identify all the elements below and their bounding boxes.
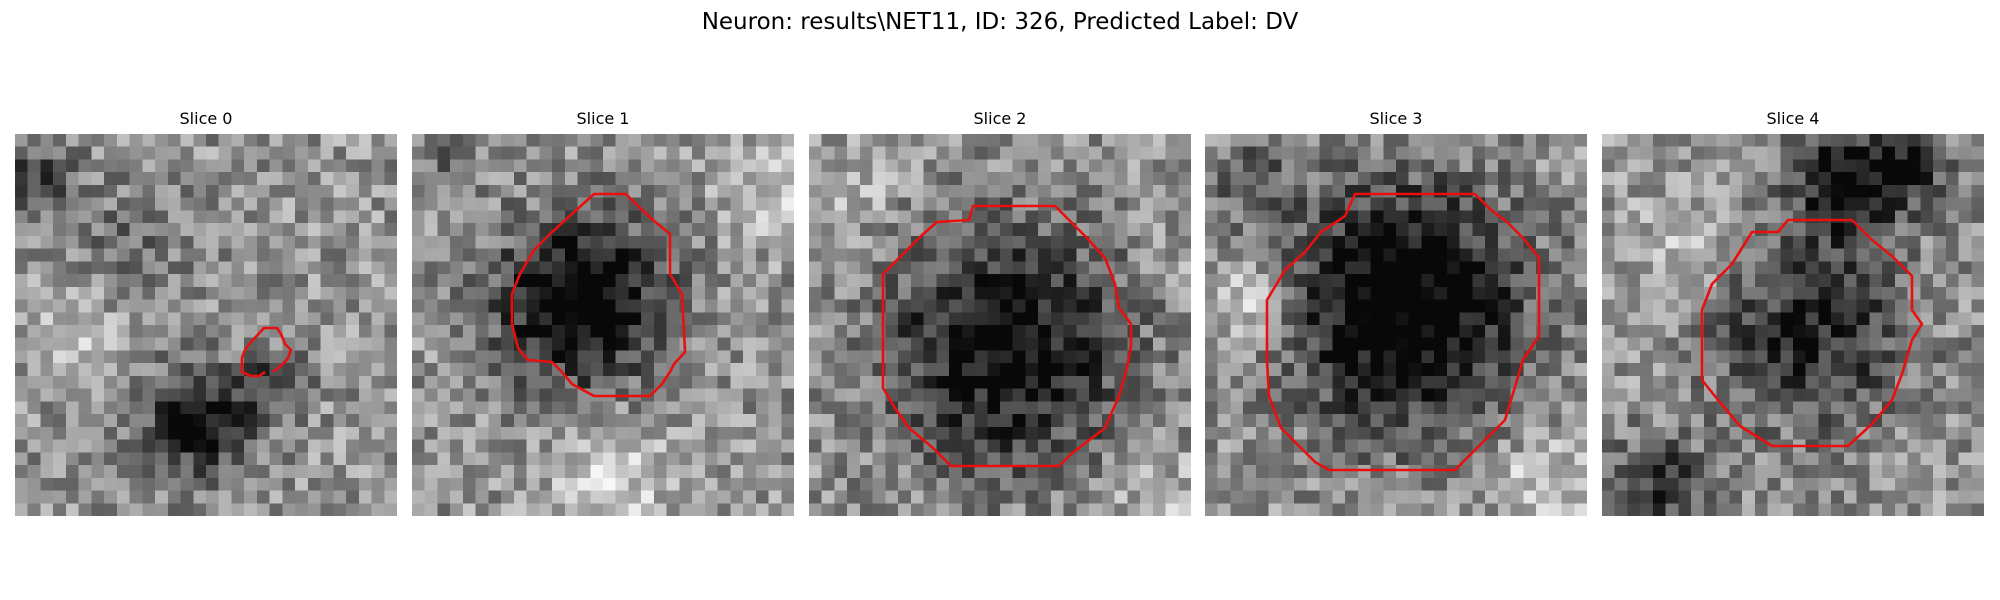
slice-panel: Slice 0 (15, 108, 397, 516)
slice-image (15, 134, 397, 516)
segmentation-contour (240, 326, 293, 378)
slice-overlay (1700, 218, 1924, 448)
slice-title: Slice 0 (179, 109, 233, 128)
figure-title: Neuron: results\NET11, ID: 326, Predicte… (701, 9, 1299, 35)
slice-title: Slice 4 (1766, 109, 1820, 128)
slice-title: Slice 3 (1369, 109, 1423, 128)
slice-overlay (240, 326, 293, 378)
slice-overlay (881, 204, 1133, 468)
slice-image (1205, 134, 1587, 516)
slice-image (809, 134, 1191, 516)
slice-title: Slice 2 (973, 109, 1027, 128)
slice-panel: Slice 2 (809, 108, 1191, 516)
slice-image (412, 134, 794, 516)
slice-title: Slice 1 (576, 109, 630, 128)
slice-overlay (510, 192, 687, 398)
slice-panel: Slice 4 (1602, 108, 1984, 516)
segmentation-contour (881, 204, 1133, 468)
slice-panel: Slice 1 (412, 108, 794, 516)
segmentation-contour (510, 192, 687, 398)
slice-overlay (1265, 192, 1541, 472)
segmentation-contour (1700, 218, 1924, 448)
segmentation-contour (1265, 192, 1541, 472)
slice-panel: Slice 3 (1205, 108, 1587, 516)
